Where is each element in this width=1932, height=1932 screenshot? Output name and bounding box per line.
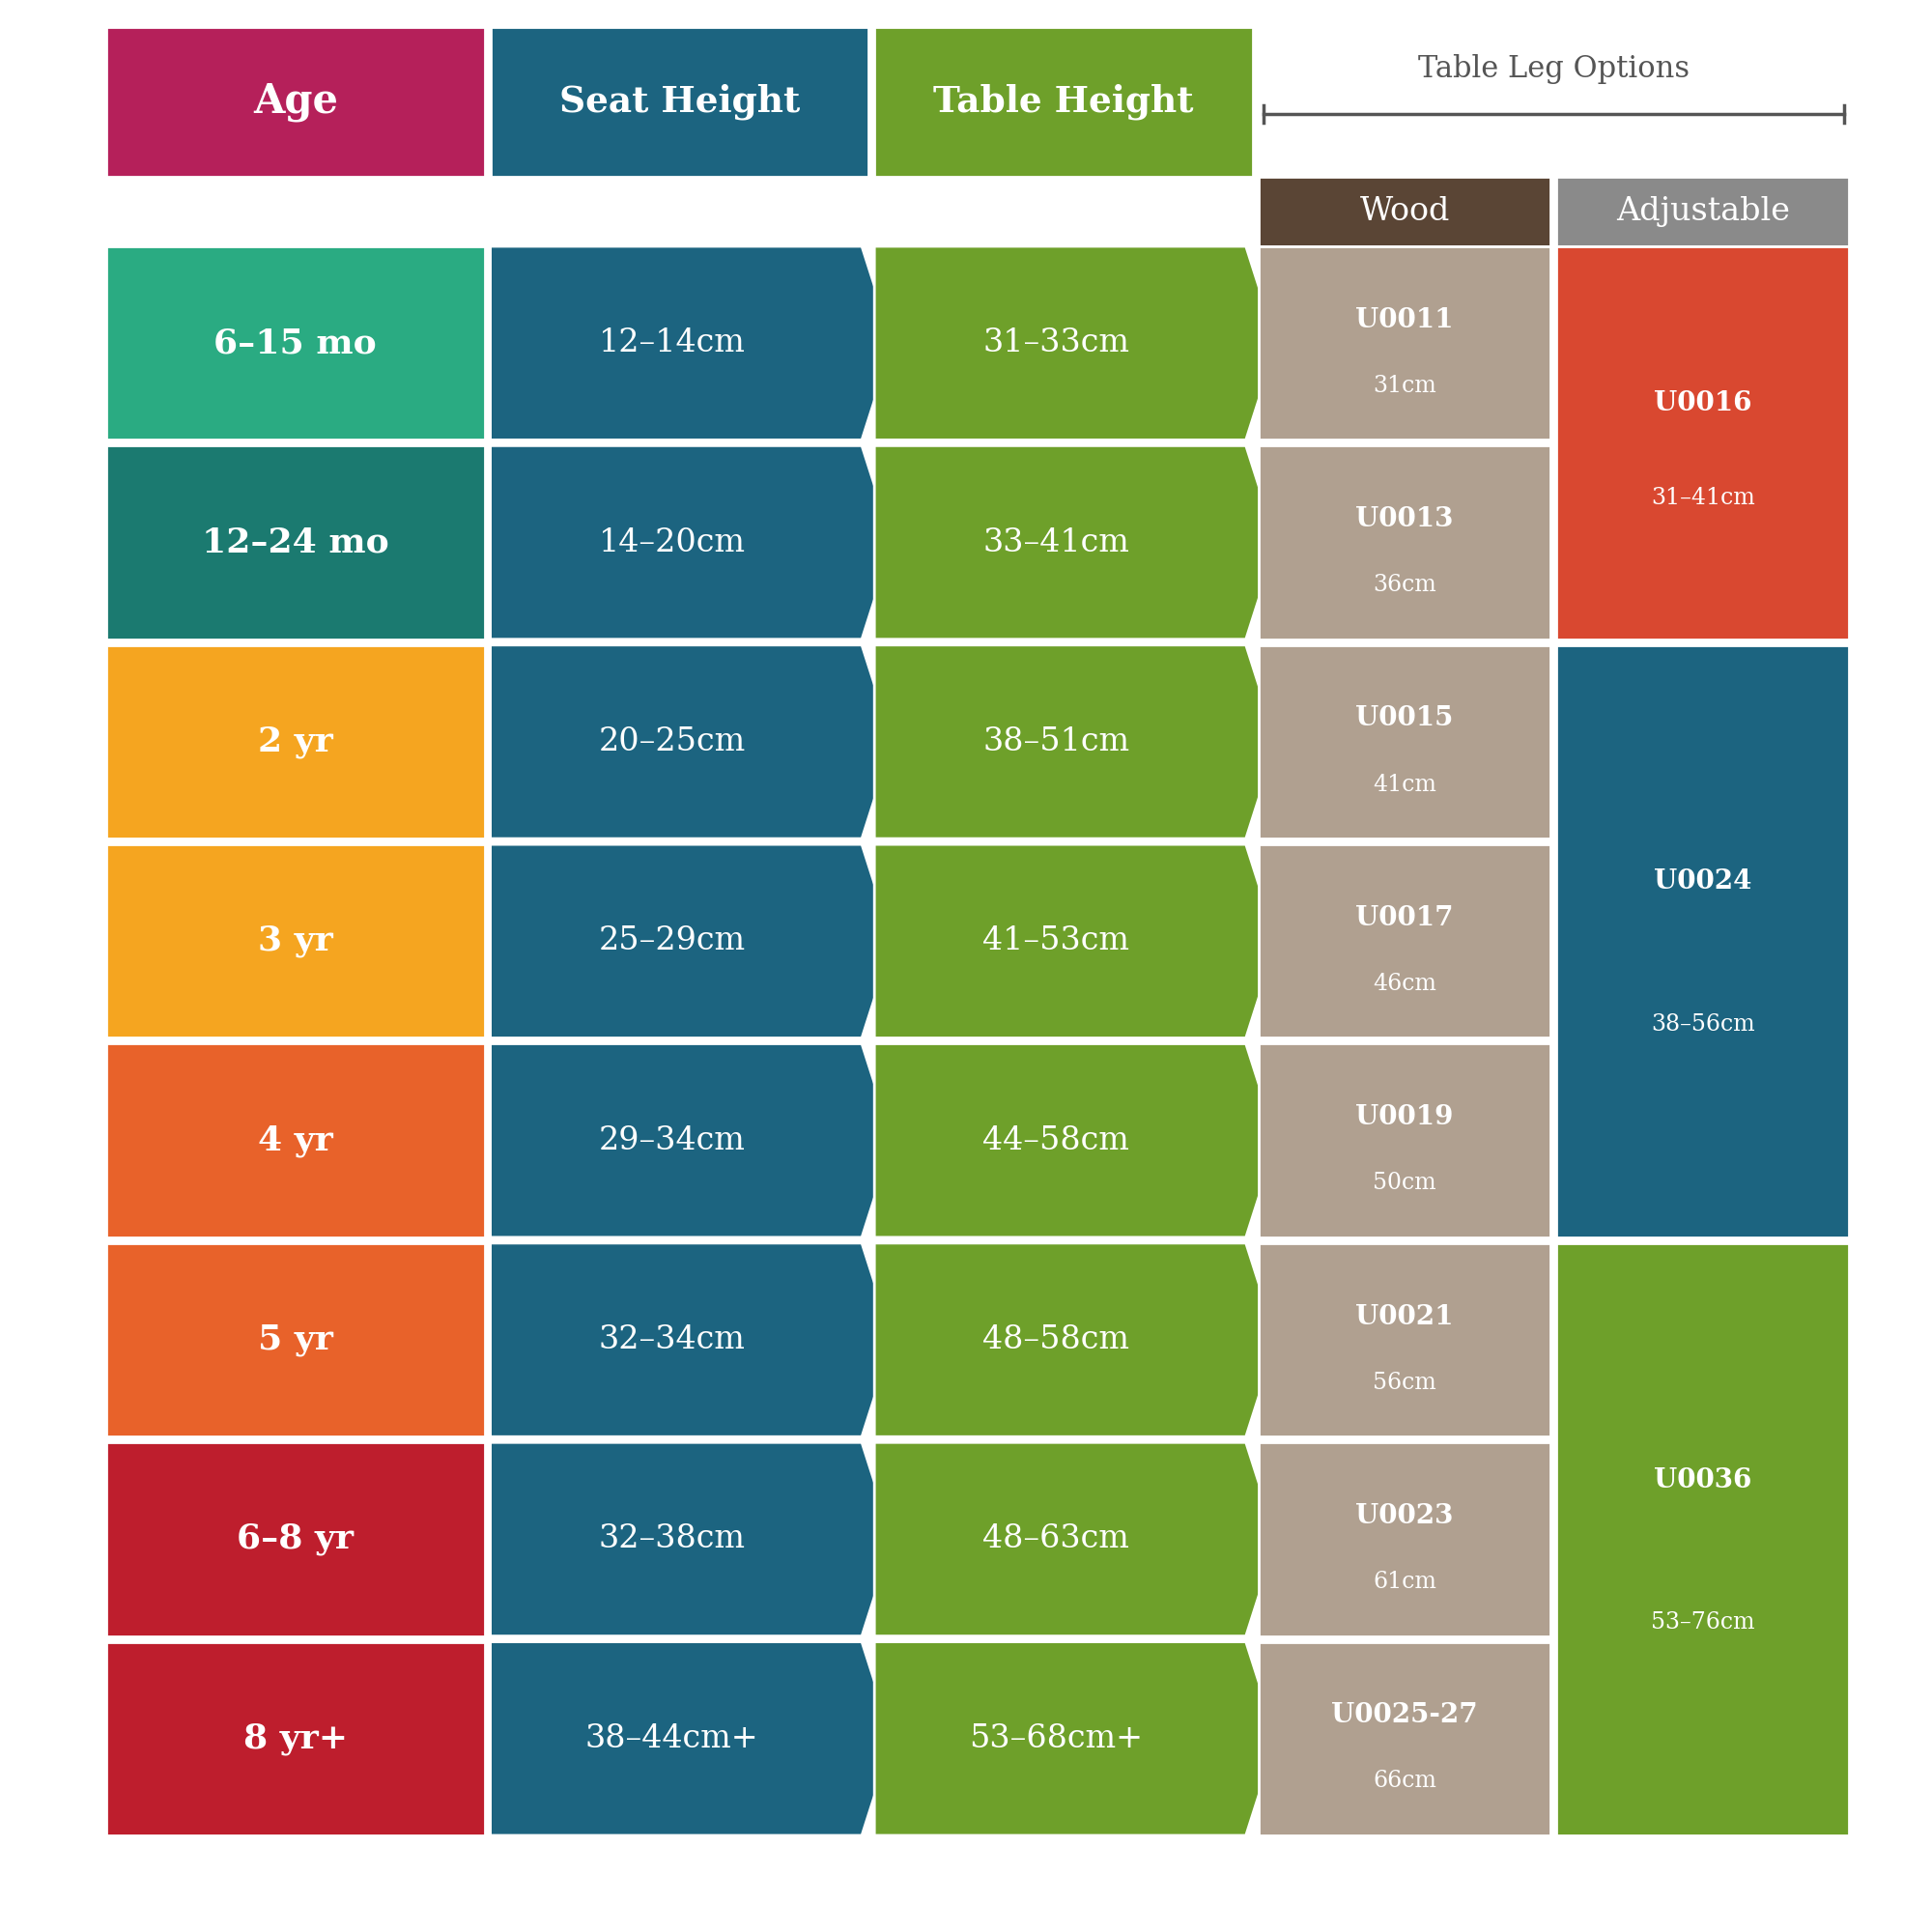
Text: U0019: U0019	[1356, 1105, 1453, 1130]
Bar	[1258, 446, 1551, 639]
Bar	[1258, 1043, 1551, 1236]
Text: U0036: U0036	[1654, 1466, 1752, 1493]
Text: 31–41cm: 31–41cm	[1650, 487, 1754, 508]
Text: 3 yr: 3 yr	[257, 925, 332, 958]
Text: 53–68cm+: 53–68cm+	[970, 1723, 1144, 1754]
Bar	[1258, 1443, 1551, 1636]
Text: U0021: U0021	[1356, 1304, 1453, 1329]
Text: 25–29cm: 25–29cm	[599, 925, 746, 956]
Bar	[106, 27, 485, 176]
Polygon shape	[491, 446, 893, 639]
Text: 36cm: 36cm	[1374, 574, 1435, 597]
Polygon shape	[875, 645, 1277, 838]
Bar	[1258, 178, 1551, 245]
Text: U0023: U0023	[1356, 1503, 1453, 1528]
Text: 48–58cm: 48–58cm	[983, 1325, 1130, 1356]
Polygon shape	[875, 1443, 1277, 1636]
Text: 14–20cm: 14–20cm	[599, 527, 746, 558]
Text: 29–34cm: 29–34cm	[599, 1124, 746, 1155]
Polygon shape	[875, 446, 1277, 639]
Text: 2 yr: 2 yr	[257, 724, 332, 757]
Polygon shape	[491, 1242, 893, 1437]
Bar	[491, 27, 869, 176]
Text: 12–24 mo: 12–24 mo	[201, 526, 388, 558]
Text: 4 yr: 4 yr	[257, 1124, 332, 1157]
Text: 41–53cm: 41–53cm	[983, 925, 1130, 956]
Text: U0024: U0024	[1654, 869, 1752, 895]
Text: 38–44cm+: 38–44cm+	[585, 1723, 759, 1754]
Polygon shape	[491, 1043, 893, 1236]
Bar	[106, 1642, 485, 1835]
Text: 6–8 yr: 6–8 yr	[238, 1522, 354, 1555]
Text: 32–34cm: 32–34cm	[599, 1325, 746, 1356]
Bar	[106, 1443, 485, 1636]
Polygon shape	[875, 1642, 1277, 1835]
Text: Seat Height: Seat Height	[558, 83, 800, 120]
Text: 8 yr+: 8 yr+	[243, 1721, 348, 1754]
Text: U0025-27: U0025-27	[1331, 1702, 1478, 1729]
Text: Wood: Wood	[1360, 195, 1449, 226]
Polygon shape	[491, 844, 893, 1037]
Bar	[106, 1242, 485, 1437]
Text: 38–51cm: 38–51cm	[983, 726, 1130, 757]
Polygon shape	[491, 1642, 893, 1835]
Bar	[106, 1043, 485, 1236]
Text: 33–41cm: 33–41cm	[983, 527, 1130, 558]
Bar	[1557, 1242, 1849, 1835]
Text: U0016: U0016	[1654, 390, 1752, 417]
Text: U0011: U0011	[1356, 307, 1453, 332]
Bar	[1258, 1642, 1551, 1835]
Text: 31–33cm: 31–33cm	[983, 328, 1130, 359]
Bar	[1557, 245, 1849, 639]
Bar	[1258, 645, 1551, 838]
Text: Table Height: Table Height	[933, 83, 1194, 120]
Bar	[106, 245, 485, 440]
Bar	[106, 446, 485, 639]
Bar	[106, 844, 485, 1037]
Text: 41cm: 41cm	[1374, 773, 1437, 796]
Text: 56cm: 56cm	[1374, 1372, 1435, 1393]
Text: 44–58cm: 44–58cm	[983, 1124, 1130, 1155]
Text: 5 yr: 5 yr	[257, 1323, 332, 1356]
Bar	[1557, 645, 1849, 1236]
Bar	[1258, 1242, 1551, 1437]
Bar	[1258, 245, 1551, 440]
Bar	[1258, 844, 1551, 1037]
Bar	[875, 27, 1252, 176]
Polygon shape	[491, 645, 893, 838]
Text: U0013: U0013	[1356, 506, 1453, 533]
Text: Table Leg Options: Table Leg Options	[1418, 54, 1689, 83]
Text: 48–63cm: 48–63cm	[983, 1524, 1130, 1555]
Text: Adjustable: Adjustable	[1615, 195, 1789, 226]
Text: 12–14cm: 12–14cm	[599, 328, 746, 359]
Text: U0017: U0017	[1356, 904, 1453, 931]
Text: 32–38cm: 32–38cm	[599, 1524, 746, 1555]
Text: 31cm: 31cm	[1374, 375, 1435, 396]
Text: 38–56cm: 38–56cm	[1650, 1012, 1754, 1036]
Polygon shape	[875, 245, 1277, 440]
Polygon shape	[875, 844, 1277, 1037]
Polygon shape	[875, 1242, 1277, 1437]
Bar	[1557, 178, 1849, 245]
Bar	[106, 645, 485, 838]
Text: 20–25cm: 20–25cm	[599, 726, 746, 757]
Text: U0015: U0015	[1356, 705, 1453, 732]
Text: 6–15 mo: 6–15 mo	[214, 327, 377, 359]
Text: Age: Age	[253, 81, 338, 122]
Polygon shape	[491, 1443, 893, 1636]
Text: 46cm: 46cm	[1374, 972, 1437, 995]
Text: 50cm: 50cm	[1374, 1173, 1435, 1194]
Polygon shape	[875, 1043, 1277, 1236]
Polygon shape	[491, 245, 893, 440]
Text: 61cm: 61cm	[1374, 1571, 1437, 1594]
Text: 53–76cm: 53–76cm	[1650, 1611, 1754, 1633]
Text: 66cm: 66cm	[1374, 1770, 1437, 1793]
